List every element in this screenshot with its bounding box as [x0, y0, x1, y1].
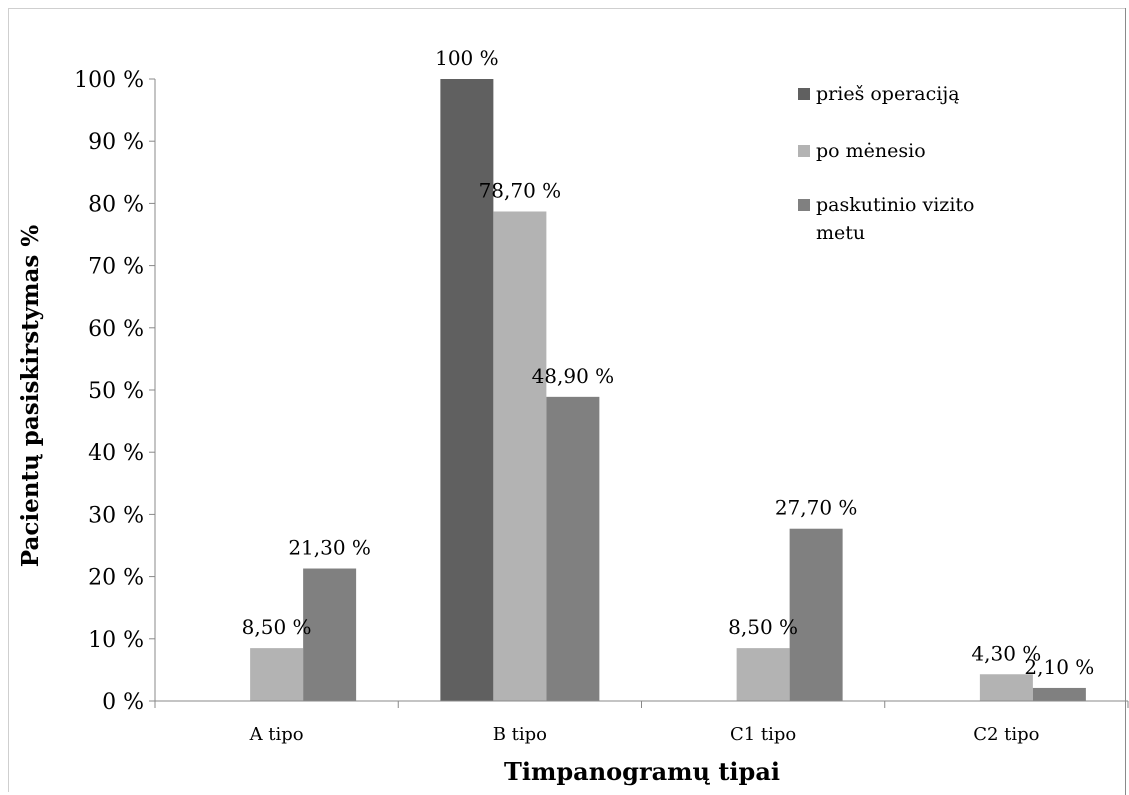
- legend-label: po mėnesio: [816, 140, 926, 162]
- x-axis-title: Timpanogramų tipai: [504, 757, 780, 786]
- y-tick-label: 80 %: [88, 192, 144, 217]
- y-tick-label: 0 %: [102, 690, 144, 715]
- bars-layer: [250, 79, 1086, 701]
- y-tick-label: 100 %: [74, 68, 144, 93]
- data-label: 8,50 %: [728, 615, 798, 639]
- y-tick-label: 10 %: [88, 628, 144, 653]
- bar: [440, 79, 494, 701]
- axes-layer: [149, 78, 1129, 708]
- y-tick-label: 90 %: [88, 130, 144, 155]
- data-label: 100 %: [435, 46, 499, 70]
- x-tick-label: A tipo: [249, 724, 304, 745]
- data-label: 78,70 %: [479, 178, 562, 202]
- data-label: 8,50 %: [242, 615, 312, 639]
- bar: [303, 568, 357, 701]
- legend-swatch: [798, 88, 810, 100]
- legend-swatch: [798, 199, 810, 211]
- bar: [493, 211, 547, 701]
- legend-label: paskutinio vizito metu: [816, 194, 974, 244]
- legend-label: prieš operaciją: [816, 83, 960, 105]
- y-tick-label: 30 %: [88, 503, 144, 528]
- legend: prieš operaciją po mėnesio paskutinio vizi…: [798, 83, 974, 244]
- bar: [1032, 687, 1086, 701]
- y-tick-label: 60 %: [88, 317, 144, 342]
- x-tick-label: C1 tipo: [730, 724, 796, 745]
- data-label: 21,30 %: [288, 536, 371, 560]
- y-axis-title: Pacientų pasiskirstymas %: [17, 225, 44, 568]
- data-label: 48,90 %: [532, 364, 615, 388]
- data-label: 27,70 %: [775, 496, 858, 520]
- bar: [789, 528, 843, 701]
- data-label: 4,30 %: [971, 641, 1041, 665]
- chart-frame-edge: [1125, 8, 1126, 795]
- bar: [979, 674, 1033, 701]
- data-label: 2,10 %: [1024, 655, 1094, 679]
- x-category-labels: A tipo B tipo C1 tipo C2 tipo: [249, 724, 1040, 745]
- bar: [546, 396, 600, 701]
- y-tick-label: 50 %: [88, 379, 144, 404]
- chart-frame: [8, 8, 1126, 792]
- legend-swatch: [798, 145, 810, 157]
- y-tick-label: 70 %: [88, 255, 144, 280]
- data-labels: 100 % 8,50 % 78,70 % 8,50 % 4,30 % 21,30 % 48,…: [242, 46, 1095, 679]
- y-tick-labels: 0 % 10 % 20 % 30 % 40 % 50 % 60 % 70 % 80 % 90 % 1…: [74, 68, 144, 715]
- x-tick-label: C2 tipo: [973, 724, 1039, 745]
- y-tick-label: 20 %: [88, 566, 144, 591]
- bar: [736, 648, 790, 701]
- y-tick-label: 40 %: [88, 441, 144, 466]
- bar: [250, 648, 304, 701]
- x-tick-label: B tipo: [493, 724, 547, 745]
